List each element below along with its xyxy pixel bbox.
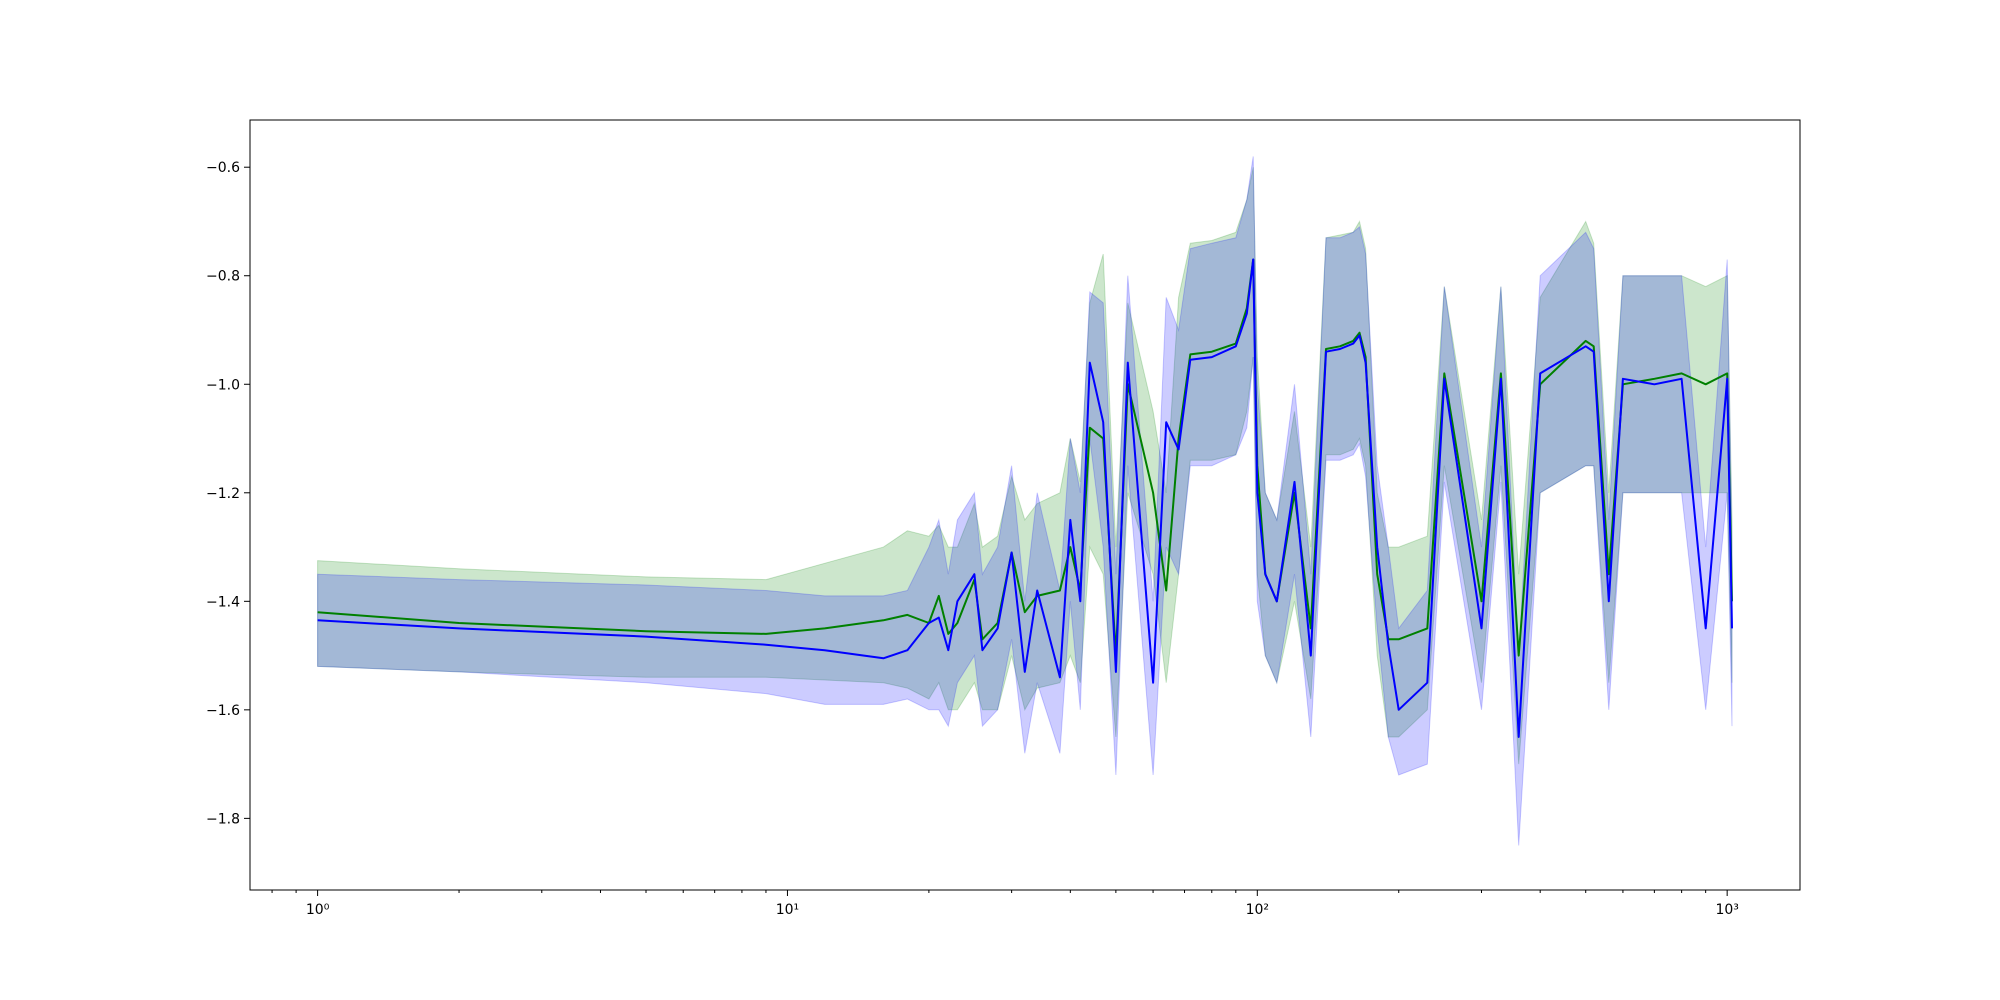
y-tick-label: −1.0 (206, 377, 240, 393)
y-tick-label: −1.6 (206, 703, 240, 719)
y-tick-label: −1.2 (206, 486, 240, 502)
x-tick-label: 10² (1246, 902, 1269, 918)
confidence-band (317, 156, 1733, 846)
confidence-band (317, 167, 1733, 765)
y-tick-label: −0.8 (206, 269, 240, 285)
y-tick-label: −1.8 (206, 811, 240, 827)
series-line (317, 258, 1733, 657)
y-tick-label: −0.6 (206, 160, 240, 176)
plot-area (317, 156, 1733, 846)
series-line (317, 258, 1733, 738)
y-tick-label: −1.4 (206, 594, 240, 610)
x-tick-label: 10³ (1715, 902, 1738, 918)
x-tick-label: 10⁰ (306, 902, 330, 918)
axes-frame (249, 119, 1801, 891)
x-tick-label: 10¹ (776, 902, 799, 918)
